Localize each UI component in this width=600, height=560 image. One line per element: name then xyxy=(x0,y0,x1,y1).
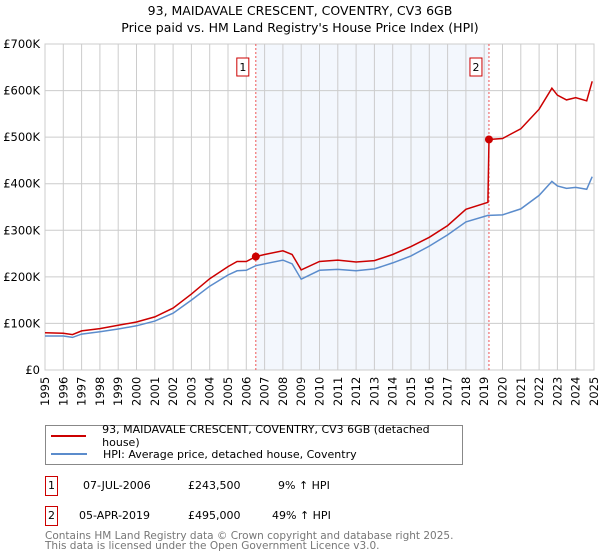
sale-point xyxy=(251,252,260,261)
x-tick-label: 2009 xyxy=(294,377,308,406)
chart-subtitle: Price paid vs. HM Land Registry's House … xyxy=(121,20,479,35)
legend-swatch-red xyxy=(51,435,87,437)
y-tick-label: £500K xyxy=(3,130,40,144)
transaction-date: 05-APR-2019 xyxy=(79,509,151,522)
shaded-period xyxy=(255,44,489,370)
x-tick-label: 1995 xyxy=(38,377,52,406)
x-tick-label: 2003 xyxy=(184,377,198,406)
y-tick-label: £100K xyxy=(3,316,40,330)
x-tick-label: 2014 xyxy=(386,377,400,406)
series-line-hpi xyxy=(45,176,593,339)
x-tick-label: 2018 xyxy=(459,377,473,406)
x-tick-label: 2025 xyxy=(587,377,600,406)
x-tick-label: 2004 xyxy=(203,377,217,406)
x-tick-label: 2007 xyxy=(258,377,272,406)
legend-swatch-blue xyxy=(51,453,87,455)
x-tick-label: 2023 xyxy=(550,377,564,406)
y-tick-label: £600K xyxy=(3,84,40,98)
x-tick-label: 2019 xyxy=(477,377,491,406)
footer: Contains HM Land Registry data © Crown c… xyxy=(45,530,454,552)
transaction-badge: 1 xyxy=(45,476,58,496)
y-tick-label: £700K xyxy=(3,37,40,51)
footer-line: Contains HM Land Registry data © Crown c… xyxy=(45,530,454,542)
transaction-price: £495,000 xyxy=(188,509,241,522)
annotation-box xyxy=(236,57,250,77)
x-tick-label: 1998 xyxy=(93,377,107,406)
x-tick-label: 2001 xyxy=(148,377,162,406)
sale-point xyxy=(484,135,493,144)
x-tick-label: 2016 xyxy=(422,377,436,406)
x-tick-label: 2010 xyxy=(313,377,327,406)
legend: 93, MAIDAVALE CRESCENT, COVENTRY, CV3 6G… xyxy=(45,423,463,465)
x-tick-label: 2024 xyxy=(569,377,583,406)
x-tick-label: 1997 xyxy=(75,377,89,406)
x-tick-label: 2008 xyxy=(276,377,290,406)
series-line-property xyxy=(44,81,593,336)
legend-item-hpi: HPI: Average price, detached house, Cove… xyxy=(46,445,357,463)
annotation-label: 2 xyxy=(472,61,479,74)
x-tick-label: 2015 xyxy=(404,377,418,406)
transaction-hpi: 9% ↑ HPI xyxy=(278,479,330,492)
y-tick-label: £400K xyxy=(3,177,40,191)
price-chart: 1995 1996 1997 1998 1999 2000 2001 2002 2003 2004… xyxy=(3,37,600,406)
y-tick-label: £300K xyxy=(3,223,40,237)
transaction-badge: 2 xyxy=(45,506,58,526)
transaction-row: 2 05-APR-2019 £495,000 49% ↑ HPI xyxy=(45,506,465,526)
x-tick-label: 2013 xyxy=(367,377,381,406)
x-tick-label: 2005 xyxy=(221,377,235,406)
x-tick-label: 2020 xyxy=(496,377,510,406)
y-tick-label: £200K xyxy=(3,270,40,284)
x-tick-label: 2022 xyxy=(532,377,546,406)
x-tick-label: 2017 xyxy=(441,377,455,406)
chart-title: 93, MAIDAVALE CRESCENT, COVENTRY, CV3 6G… xyxy=(147,3,453,18)
y-tick-label: £0 xyxy=(25,363,40,377)
transaction-row: 1 07-JUL-2006 £243,500 9% ↑ HPI xyxy=(45,476,465,496)
transaction-hpi: 49% ↑ HPI xyxy=(272,509,331,522)
x-tick-label: 2000 xyxy=(130,377,144,406)
x-tick-label: 1996 xyxy=(56,377,70,406)
legend-item-property: 93, MAIDAVALE CRESCENT, COVENTRY, CV3 6G… xyxy=(46,423,462,449)
x-tick-label: 2002 xyxy=(166,377,180,406)
legend-label: HPI: Average price, detached house, Cove… xyxy=(103,447,357,461)
x-tick-label: 2011 xyxy=(331,377,345,406)
annotation-box xyxy=(469,57,483,77)
transaction-price: £243,500 xyxy=(188,479,241,492)
transaction-date: 07-JUL-2006 xyxy=(83,479,151,492)
x-tick-label: 1999 xyxy=(111,377,125,406)
x-tick-label: 2021 xyxy=(514,377,528,406)
footer-line: This data is licensed under the Open Gov… xyxy=(45,540,380,552)
annotation-label: 1 xyxy=(239,61,246,74)
x-tick-label: 2006 xyxy=(239,377,253,406)
legend-label: 93, MAIDAVALE CRESCENT, COVENTRY, CV3 6G… xyxy=(102,423,430,449)
x-tick-label: 2012 xyxy=(349,377,363,406)
